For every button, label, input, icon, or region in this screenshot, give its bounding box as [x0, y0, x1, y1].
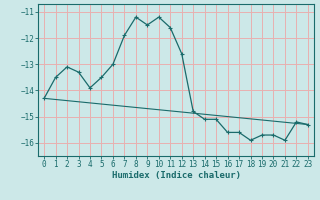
X-axis label: Humidex (Indice chaleur): Humidex (Indice chaleur) [111, 171, 241, 180]
